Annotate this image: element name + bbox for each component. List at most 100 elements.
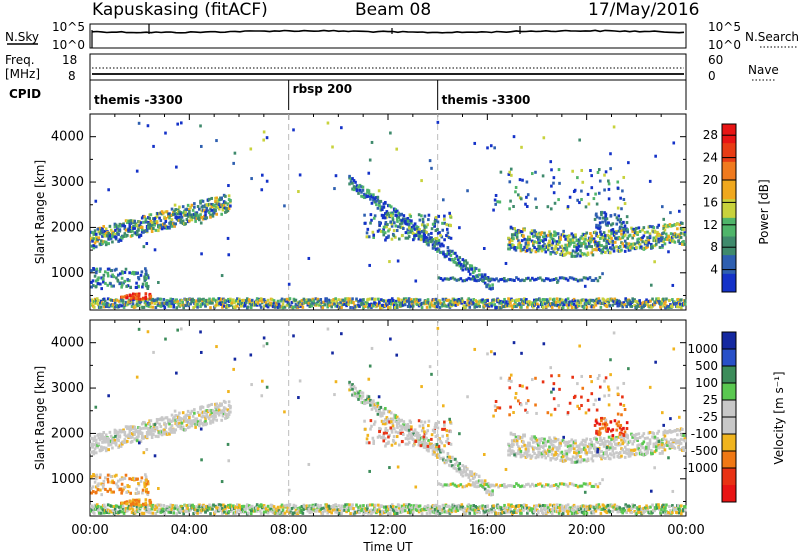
power-cell (611, 239, 615, 243)
power-cell (266, 298, 270, 302)
power-cell (208, 297, 211, 301)
velocity-cell (515, 439, 519, 443)
power-cell (143, 279, 147, 283)
power-cell (449, 224, 452, 228)
power-cell (525, 298, 528, 302)
power-cell (184, 304, 187, 308)
power-cell (631, 236, 634, 240)
power-cell (441, 228, 445, 232)
power-cell (572, 277, 576, 281)
velocity-cell (165, 416, 169, 420)
power-cell (195, 212, 199, 216)
power-cell (532, 305, 535, 309)
power-cell (352, 188, 356, 192)
velocity-cell (168, 418, 171, 422)
velocity-cell (181, 411, 185, 415)
power-cell (550, 184, 553, 188)
power-cell (338, 302, 341, 306)
velocity-cell (141, 488, 145, 492)
velocity-cell (551, 456, 555, 460)
power-cell (260, 188, 264, 192)
power-cell (557, 198, 560, 202)
power-cell (564, 299, 568, 303)
velocity-cell (615, 451, 618, 455)
power-cell (94, 232, 98, 236)
velocity-cell (575, 452, 579, 456)
power-cell (97, 236, 101, 240)
velocity-cell (654, 448, 658, 452)
power-cell (118, 272, 122, 276)
velocity-cell (622, 403, 626, 407)
power-cell (540, 278, 544, 282)
velocity-cell (512, 411, 515, 415)
power-cell (548, 243, 551, 247)
velocity-cell (357, 397, 360, 401)
velocity-cell (226, 408, 230, 412)
velocity-cell (556, 453, 560, 457)
power-cell (394, 224, 398, 228)
power-cell (398, 218, 402, 222)
power-cell (378, 220, 381, 224)
power-cell (435, 305, 439, 309)
power-cell (378, 203, 381, 207)
power-cell (504, 302, 507, 306)
power-cell (426, 223, 430, 227)
power-cell (190, 203, 194, 207)
power-cell (93, 274, 97, 278)
power-cell (404, 220, 407, 224)
power-cell (382, 214, 386, 218)
power-cell (276, 305, 280, 309)
power-cell (435, 239, 438, 243)
ytick-label: 2000 (51, 220, 84, 235)
power-cell (591, 253, 595, 257)
power-cell (682, 228, 685, 232)
velocity-cell (586, 398, 590, 402)
velocity-cell (195, 418, 199, 422)
power-cell (486, 146, 489, 150)
power-cell (371, 230, 375, 234)
power-cell (371, 297, 374, 301)
power-cell (599, 230, 602, 234)
velocity-cell (101, 435, 104, 439)
power-cell (210, 196, 214, 200)
power-cell (454, 303, 458, 307)
power-cell (332, 300, 335, 304)
power-cell (446, 249, 450, 253)
power-cell (425, 236, 429, 240)
power-cell (481, 298, 484, 302)
velocity-cell (596, 441, 600, 445)
velocity-cell (436, 433, 439, 437)
power-cell (423, 225, 427, 229)
velocity-cell (96, 445, 99, 449)
power-cell (395, 217, 399, 221)
velocity-cell (112, 436, 115, 440)
power-cell (604, 214, 608, 218)
power-cell (204, 213, 207, 217)
velocity-cell (101, 483, 105, 487)
power-cell (126, 278, 129, 282)
power-cell (538, 276, 542, 280)
velocity-cell (584, 448, 587, 452)
power-cell (576, 299, 580, 303)
power-cell (367, 235, 371, 239)
power-cell (622, 301, 626, 305)
power-cell (131, 295, 135, 299)
velocity-cell (559, 443, 562, 447)
power-cell (354, 180, 357, 184)
velocity-cell (445, 429, 449, 433)
power-cell (113, 268, 117, 272)
velocity-cell (443, 423, 446, 427)
velocity-cell (417, 419, 421, 423)
power-cell (496, 200, 499, 204)
power-cell (281, 302, 285, 306)
velocity-cell (382, 408, 386, 412)
velocity-cell (480, 481, 484, 485)
velocity-cell (630, 448, 633, 452)
power-cell (645, 298, 648, 302)
power-cell (485, 285, 488, 289)
power-cell (494, 193, 498, 197)
velocity-cell (462, 465, 466, 469)
power-cell (216, 300, 219, 304)
power-cell (561, 233, 565, 237)
velocity-cell (652, 432, 656, 436)
